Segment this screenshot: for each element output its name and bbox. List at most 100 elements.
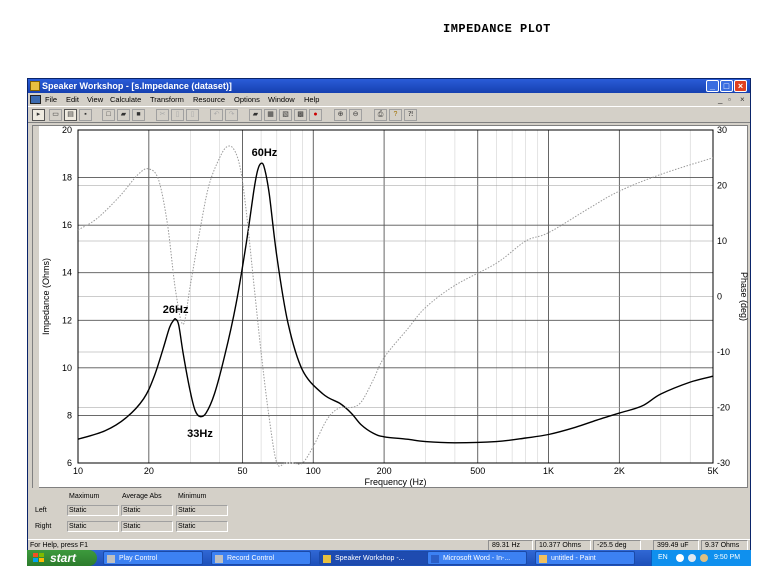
app-window: Speaker Workshop - [s.Impedance (dataset…: [27, 78, 751, 565]
play-control-icon: [107, 555, 115, 563]
meter-tool-icon[interactable]: ▭: [49, 109, 62, 121]
screen-capture-icon[interactable]: ▩: [294, 109, 307, 121]
menu-options[interactable]: Options: [234, 95, 260, 104]
task-paint[interactable]: untitled - Paint: [535, 551, 635, 565]
x-tick-label: 100: [306, 466, 321, 476]
x-tick-label: 500: [470, 466, 485, 476]
language-indicator[interactable]: EN: [658, 554, 668, 561]
x-tick-label: 2K: [614, 466, 625, 476]
stat-left-max: Static: [67, 505, 119, 516]
task-play-control[interactable]: Play Control: [103, 551, 203, 565]
task-label: Record Control: [227, 555, 275, 562]
x-tick-label: 1K: [543, 466, 554, 476]
y-tick-label: 18: [62, 173, 72, 183]
record-icon[interactable]: ●: [309, 109, 322, 121]
menu-help[interactable]: Help: [304, 95, 320, 104]
chart-window-icon[interactable]: ▧: [279, 109, 292, 121]
open-dataset-icon[interactable]: ▰: [249, 109, 262, 121]
dots-tool-icon[interactable]: ▪: [79, 109, 92, 121]
y2-tick-label: 0: [717, 292, 722, 302]
menu-view[interactable]: View: [87, 95, 104, 104]
task-microsoft-word[interactable]: Microsoft Word - In-...: [427, 551, 527, 565]
y2-tick-label: -20: [717, 403, 730, 413]
open-folder-icon[interactable]: ▰: [117, 109, 130, 121]
network-icon[interactable]: [676, 554, 684, 562]
menu-calculate[interactable]: Calculate: [110, 95, 142, 104]
ruler-tool-icon[interactable]: ▤: [64, 109, 77, 121]
start-button[interactable]: start: [27, 550, 97, 566]
help-icon[interactable]: ?: [389, 109, 402, 121]
context-help-icon[interactable]: ⁈: [404, 109, 417, 121]
y-tick-label: 6: [67, 458, 72, 468]
y-tick-label: 20: [62, 126, 72, 135]
maximize-button[interactable]: □: [720, 80, 733, 92]
title-bar[interactable]: Speaker Workshop - [s.Impedance (dataset…: [28, 79, 750, 93]
status-help: For Help, press F1: [30, 542, 88, 549]
new-doc-icon[interactable]: □: [102, 109, 115, 121]
system-tray: EN 9:50 PM: [651, 550, 751, 566]
mdi-restore-button[interactable]: ▫: [728, 95, 731, 104]
menu-bar: File Edit View Calculate Transform Resou…: [28, 93, 750, 106]
peak-annotation: 33Hz: [187, 428, 213, 440]
x-tick-label: 50: [237, 466, 247, 476]
menu-file[interactable]: File: [45, 95, 58, 104]
y2-axis-label: Phase (deg): [739, 272, 749, 321]
save-disk-icon[interactable]: ■: [132, 109, 145, 121]
task-label: Speaker Workshop -...: [335, 555, 405, 562]
window-title: Speaker Workshop - [s.Impedance (dataset…: [42, 81, 232, 91]
menu-transform[interactable]: Transform: [150, 95, 184, 104]
zoom-in-icon[interactable]: ⊕: [334, 109, 347, 121]
stat-header-min: Minimum: [178, 493, 207, 500]
stat-header-max: Maximum: [69, 493, 100, 500]
menu-edit[interactable]: Edit: [66, 95, 79, 104]
redo-icon[interactable]: ↷: [225, 109, 238, 121]
y-tick-label: 10: [62, 363, 72, 373]
mdi-minimize-button[interactable]: _: [718, 95, 723, 104]
paste-icon[interactable]: ▯: [186, 109, 199, 121]
chart-left-strip: [33, 126, 39, 489]
mdi-close-button[interactable]: ×: [740, 95, 745, 104]
cut-icon[interactable]: ✂: [156, 109, 169, 121]
stat-right-min: Static: [176, 521, 228, 532]
x-tick-label: 10: [73, 466, 83, 476]
plot-frame: [77, 129, 714, 464]
clock: 9:50 PM: [714, 554, 741, 561]
stat-row-label-left: Left: [35, 507, 47, 514]
arrow-tool-icon[interactable]: ▸: [32, 109, 45, 121]
windows-logo-icon: [33, 553, 44, 562]
paint-icon: [539, 555, 547, 563]
volume-icon[interactable]: [688, 554, 696, 562]
stat-header-avg: Average Abs: [122, 493, 162, 500]
copy-icon[interactable]: ▯: [171, 109, 184, 121]
x-tick-label: 20: [144, 466, 154, 476]
minimize-button[interactable]: _: [706, 80, 719, 92]
y-tick-label: 8: [67, 410, 72, 420]
chart-view-icon[interactable]: ▦: [264, 109, 277, 121]
undo-icon[interactable]: ↶: [210, 109, 223, 121]
y-tick-label: 14: [62, 268, 72, 278]
y-tick-label: 16: [62, 220, 72, 230]
task-speaker-workshop[interactable]: Speaker Workshop -...: [319, 551, 429, 565]
record-control-icon: [215, 555, 223, 563]
menu-resource[interactable]: Resource: [193, 95, 226, 104]
stat-left-min: Static: [176, 505, 228, 516]
impedance-series-line: [77, 162, 714, 444]
tray-app-icon[interactable]: [700, 554, 708, 562]
stats-panel: Maximum Average Abs Minimum Left Static …: [28, 490, 750, 538]
impedance-chart[interactable]: 10 20 50 100 200 500 1K 2K 5K68101214161820-30-2…: [33, 125, 749, 489]
print-icon[interactable]: ⎙: [374, 109, 387, 121]
close-button[interactable]: ×: [734, 80, 747, 92]
stat-right-avg: Static: [121, 521, 173, 532]
task-label: Microsoft Word - In-...: [443, 555, 511, 562]
zoom-out-icon[interactable]: ⊖: [349, 109, 362, 121]
y-axis-label: Impedance (Ohms): [41, 258, 51, 335]
x-axis-label: Frequency (Hz): [364, 477, 426, 487]
task-record-control[interactable]: Record Control: [211, 551, 311, 565]
peak-annotation: 60Hz: [252, 147, 278, 159]
plot-area[interactable]: 10 20 50 100 200 500 1K 2K 5K 6 8 10 12 14 16 18 20 -30 -2…: [32, 125, 749, 489]
document-icon[interactable]: [30, 95, 41, 104]
phase-series-line: [77, 145, 714, 467]
menu-window[interactable]: Window: [268, 95, 295, 104]
y2-tick-label: 20: [717, 181, 727, 191]
start-label: start: [50, 551, 77, 565]
